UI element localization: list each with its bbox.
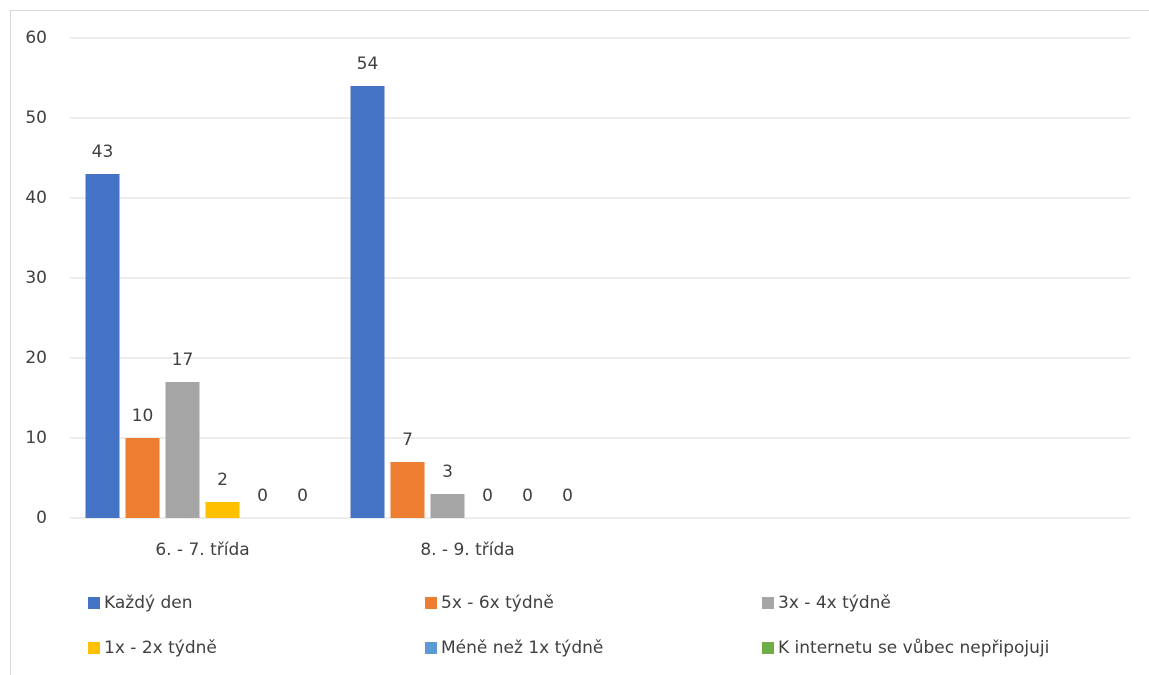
legend-label: 5x - 6x týdně bbox=[441, 593, 554, 613]
y-tick-label: 40 bbox=[25, 188, 47, 208]
y-tick-label: 30 bbox=[25, 268, 47, 288]
data-label: 43 bbox=[92, 142, 114, 162]
data-label: 17 bbox=[172, 350, 194, 370]
x-tick-label: 6. - 7. třída bbox=[155, 540, 249, 560]
data-label: 0 bbox=[297, 486, 308, 506]
bar bbox=[350, 86, 385, 518]
bar bbox=[125, 438, 160, 518]
legend-swatch bbox=[425, 642, 437, 654]
y-tick-label: 10 bbox=[25, 428, 47, 448]
bar bbox=[165, 382, 200, 518]
data-label: 54 bbox=[357, 54, 379, 74]
x-tick-label: 8. - 9. třída bbox=[420, 540, 514, 560]
data-label: 7 bbox=[402, 430, 413, 450]
data-label: 0 bbox=[522, 486, 533, 506]
legend-swatch bbox=[762, 597, 774, 609]
data-label: 2 bbox=[217, 470, 228, 490]
legend-swatch bbox=[425, 597, 437, 609]
legend-swatch bbox=[88, 597, 100, 609]
y-tick-label: 0 bbox=[36, 508, 47, 528]
legend-label: K internetu se vůbec nepřipojuji bbox=[778, 638, 1049, 658]
data-label: 3 bbox=[442, 462, 453, 482]
data-label: 0 bbox=[482, 486, 493, 506]
data-label: 0 bbox=[257, 486, 268, 506]
legend-label: 3x - 4x týdně bbox=[778, 593, 891, 613]
legend-label: 1x - 2x týdně bbox=[104, 638, 217, 658]
y-tick-label: 50 bbox=[25, 108, 47, 128]
data-label: 10 bbox=[132, 406, 154, 426]
y-tick-label: 20 bbox=[25, 348, 47, 368]
bar bbox=[85, 174, 120, 518]
y-tick-label: 60 bbox=[25, 28, 47, 48]
bar bbox=[390, 462, 425, 518]
legend-swatch bbox=[762, 642, 774, 654]
chart-border bbox=[10, 10, 1149, 675]
bar bbox=[430, 494, 465, 518]
data-label: 0 bbox=[562, 486, 573, 506]
legend-label: Méně než 1x týdně bbox=[441, 638, 603, 658]
legend-label: Každý den bbox=[104, 593, 192, 613]
bar bbox=[205, 502, 240, 518]
legend-swatch bbox=[88, 642, 100, 654]
